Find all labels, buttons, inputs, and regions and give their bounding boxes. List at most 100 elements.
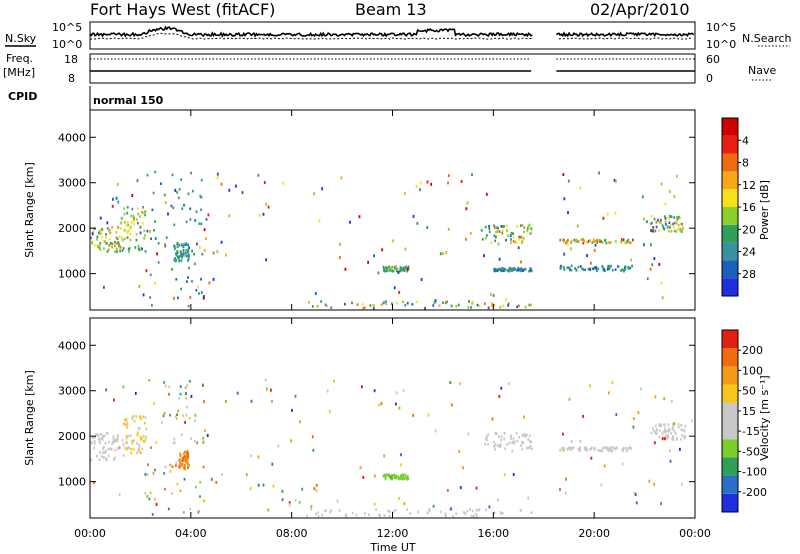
cell-1-1-8 <box>135 415 138 418</box>
cell-1-2-10 <box>163 381 166 384</box>
cell-0-6-21 <box>500 225 503 228</box>
cbar-power-swatch-9 <box>722 118 738 136</box>
velocity-panel-frame <box>89 317 696 519</box>
cell-0-9-6 <box>595 269 598 272</box>
cell-0-10-4 <box>675 221 678 225</box>
sparse-0-142 <box>220 182 223 186</box>
cell-1-8-21 <box>671 427 674 431</box>
cell-0-10-41 <box>675 216 678 219</box>
cell-0-4-45 <box>518 304 520 308</box>
cell-0-7-39 <box>513 268 516 272</box>
sparse-0-79 <box>419 188 421 192</box>
sparse-0-151 <box>373 254 375 258</box>
sparse-0-44 <box>490 292 492 296</box>
cell-0-1-36 <box>142 211 145 215</box>
sparse-0-15 <box>103 285 105 289</box>
cell-1-7-24 <box>606 446 608 450</box>
sparse-0-143 <box>115 196 118 200</box>
cell-0-2-51 <box>154 220 156 223</box>
cell-1-1-6 <box>131 442 134 445</box>
cell-0-0-53 <box>92 230 95 233</box>
sparse-0-97 <box>196 242 198 246</box>
sparse-1-24 <box>378 403 381 407</box>
cell-0-6-54 <box>512 235 515 239</box>
sparse-0-75 <box>91 232 94 236</box>
cell-1-3-33 <box>179 452 181 456</box>
cell-1-2-44 <box>163 412 166 415</box>
cell-0-1-5 <box>127 230 130 233</box>
sparse-0-43 <box>465 237 467 241</box>
cell-0-6-12 <box>530 230 533 234</box>
cell-0-9-45 <box>629 266 632 270</box>
cell-0-6-2 <box>481 238 484 241</box>
cell-0-0-26 <box>90 236 92 240</box>
cell-1-1-14 <box>130 447 132 451</box>
cell-1-7-33 <box>611 449 613 453</box>
sparse-1-32 <box>146 495 149 498</box>
sparse-0-103 <box>139 231 142 235</box>
cell-1-4-59 <box>452 514 455 518</box>
cell-1-3-51 <box>186 460 188 464</box>
cell-0-3-35 <box>184 252 187 255</box>
cell-1-6-53 <box>525 433 528 437</box>
sparse-1-140 <box>459 382 461 386</box>
cbar-power-swatch-5 <box>722 189 738 207</box>
cell-0-0-44 <box>96 235 99 239</box>
cell-0-0-5 <box>108 244 111 247</box>
cell-0-4-48 <box>507 302 510 306</box>
cell-1-7-28 <box>593 446 596 450</box>
cell-0-5-46 <box>389 267 392 270</box>
cell-0-2-30 <box>187 192 190 196</box>
cell-0-0-25 <box>101 235 103 239</box>
sparse-0-135 <box>203 228 206 232</box>
sparse-1-97 <box>507 382 510 386</box>
sparse-0-11 <box>651 263 654 267</box>
sparse-1-98 <box>249 487 252 491</box>
cell-0-0-51 <box>115 247 118 251</box>
y-tick-label-1-1: 2000 <box>58 430 86 443</box>
cpid-value: normal 150 <box>93 94 164 107</box>
sparse-1-44 <box>488 505 491 509</box>
sparse-1-21 <box>579 439 582 443</box>
cell-1-2-13 <box>175 417 178 420</box>
cell-1-5-2 <box>405 477 408 481</box>
cell-1-4-4 <box>493 511 496 515</box>
sparse-0-123 <box>471 300 474 304</box>
sparse-1-3 <box>185 392 187 396</box>
cell-0-1-48 <box>123 221 126 224</box>
sparse-1-55 <box>210 477 213 481</box>
cell-1-7-34 <box>570 448 573 452</box>
noise-tick-low-right: 10^0 <box>706 38 736 51</box>
sparse-0-65 <box>653 257 656 261</box>
cbar-velocity-swatch-4 <box>722 421 738 440</box>
cell-0-0-19 <box>108 230 110 233</box>
sparse-1-67 <box>395 402 397 406</box>
cell-0-1-29 <box>142 206 144 209</box>
cell-0-6-58 <box>519 236 522 239</box>
sparse-1-18 <box>312 448 315 452</box>
cell-0-10-59 <box>659 218 662 222</box>
sparse-1-10 <box>570 440 573 443</box>
sparse-0-109 <box>138 284 141 288</box>
cell-0-0-27 <box>120 227 122 230</box>
cbar-power-swatch-8 <box>722 135 738 154</box>
cell-0-6-10 <box>529 232 532 235</box>
cell-1-4-44 <box>345 515 348 518</box>
cell-0-10-2 <box>664 217 667 220</box>
sparse-0-99 <box>430 182 433 186</box>
cell-1-2-27 <box>161 421 163 424</box>
cell-0-3-47 <box>176 245 179 249</box>
cell-0-3-33 <box>186 254 189 258</box>
cell-0-4-50 <box>493 303 496 307</box>
cell-0-3-56 <box>173 247 176 251</box>
cell-0-6-16 <box>512 240 515 243</box>
cell-0-1-55 <box>144 210 147 213</box>
cell-1-0-11 <box>102 456 105 459</box>
cell-0-4-17 <box>351 301 353 305</box>
sparse-0-100 <box>263 181 266 184</box>
sparse-0-158 <box>651 229 654 233</box>
cell-1-7-44 <box>614 447 616 451</box>
cbar-power-swatch-6 <box>722 171 738 190</box>
cell-1-3-34 <box>179 466 181 470</box>
cell-1-1-2 <box>136 431 139 434</box>
